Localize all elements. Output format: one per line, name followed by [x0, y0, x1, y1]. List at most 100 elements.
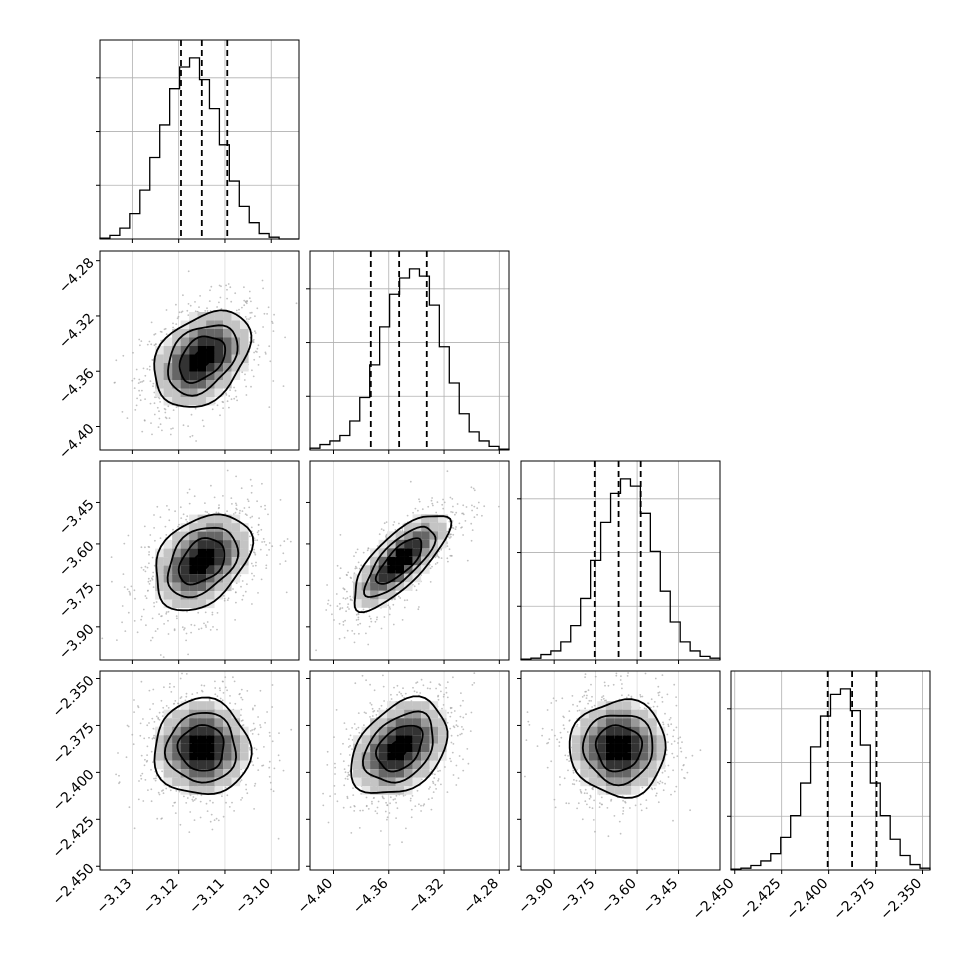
density-cell — [378, 743, 388, 753]
scatter-point — [149, 380, 152, 382]
scatter-point — [244, 590, 247, 593]
scatter-point — [235, 309, 238, 312]
scatter-point — [191, 434, 194, 437]
scatter-point — [343, 588, 346, 591]
scatter-point — [240, 487, 243, 490]
scatter-point — [170, 691, 173, 693]
scatter-point — [343, 722, 346, 724]
scatter-point — [201, 419, 204, 422]
density-cell — [206, 548, 215, 558]
scatter-point — [452, 743, 455, 745]
scatter-point — [195, 797, 197, 800]
scatter-point — [254, 727, 256, 730]
scatter-point — [365, 632, 367, 635]
scatter-point — [392, 524, 395, 526]
density-cell — [378, 769, 388, 778]
scatter-point — [369, 617, 372, 620]
scatter-point — [151, 577, 153, 580]
density-cell — [172, 397, 181, 406]
density-cell — [240, 320, 249, 329]
scatter-point — [135, 368, 138, 371]
scatter-point — [151, 433, 153, 436]
scatter-point — [472, 487, 475, 490]
scatter-point — [462, 769, 465, 772]
scatter-point — [225, 394, 228, 396]
scatter-point — [188, 831, 191, 833]
scatter-point — [403, 599, 406, 602]
scatter-point — [199, 295, 202, 297]
scatter-point — [118, 774, 120, 777]
density-cell — [370, 760, 379, 770]
scatter-point — [396, 807, 399, 810]
scatter-point — [397, 595, 400, 598]
scatter-point — [177, 525, 180, 528]
scatter-point — [458, 522, 461, 525]
scatter-point — [211, 828, 214, 831]
density-cell — [206, 565, 215, 575]
scatter-point — [159, 516, 162, 519]
scatter-point — [439, 769, 441, 772]
scatter-point — [271, 545, 274, 548]
scatter-point — [128, 806, 131, 809]
scatter-point — [253, 808, 256, 810]
scatter-point — [456, 734, 459, 737]
scatter-point — [346, 797, 349, 800]
scatter-point — [259, 689, 262, 692]
scatter-point — [446, 681, 449, 684]
scatter-point — [355, 551, 357, 554]
scatter-point — [339, 577, 341, 580]
scatter-point — [162, 792, 165, 795]
scatter-point — [440, 690, 442, 693]
scatter-point — [385, 535, 387, 538]
scatter-point — [446, 557, 449, 560]
scatter-point — [148, 689, 151, 692]
scatter-point — [442, 695, 445, 698]
scatter-point — [168, 686, 171, 689]
scatter-point — [470, 522, 473, 525]
scatter-point — [466, 748, 469, 750]
scatter-point — [224, 676, 227, 679]
scatter-point — [452, 505, 454, 508]
scatter-point — [389, 608, 391, 610]
scatter-point — [257, 716, 259, 718]
density-cell — [172, 777, 181, 787]
scatter-point — [349, 595, 352, 598]
scatter-point — [447, 560, 449, 563]
scatter-point — [434, 563, 437, 565]
scatter-point — [268, 760, 271, 763]
scatter-point — [446, 545, 449, 547]
scatter-point — [451, 751, 454, 754]
scatter-point — [416, 789, 419, 792]
scatter-point — [245, 302, 248, 305]
scatter-point — [150, 750, 153, 753]
scatter-point — [147, 789, 149, 791]
density-cell — [240, 557, 249, 566]
scatter-point — [216, 306, 219, 308]
scatter-point — [148, 365, 151, 368]
scatter-point — [180, 517, 183, 519]
density-cell — [214, 574, 224, 583]
scatter-point — [115, 773, 117, 776]
scatter-point — [410, 808, 413, 811]
density-cell — [172, 709, 181, 719]
scatter-point — [188, 488, 191, 491]
scatter-point — [256, 531, 259, 534]
density-cell — [223, 354, 232, 363]
scatter-point — [190, 623, 193, 626]
scatter-point — [218, 504, 220, 506]
scatter-point — [404, 692, 407, 695]
scatter-point — [194, 310, 197, 313]
scatter-point — [217, 819, 220, 822]
scatter-point — [154, 539, 156, 542]
scatter-point — [254, 553, 257, 556]
scatter-point — [226, 689, 229, 692]
scatter-point — [199, 816, 202, 819]
scatter-point — [173, 801, 176, 804]
scatter-point — [371, 800, 373, 803]
scatter-point — [241, 598, 244, 601]
scatter-point — [436, 561, 439, 564]
density-cell — [189, 574, 198, 583]
density-cell — [189, 312, 198, 321]
scatter-point — [257, 592, 259, 594]
scatter-point — [447, 536, 450, 538]
